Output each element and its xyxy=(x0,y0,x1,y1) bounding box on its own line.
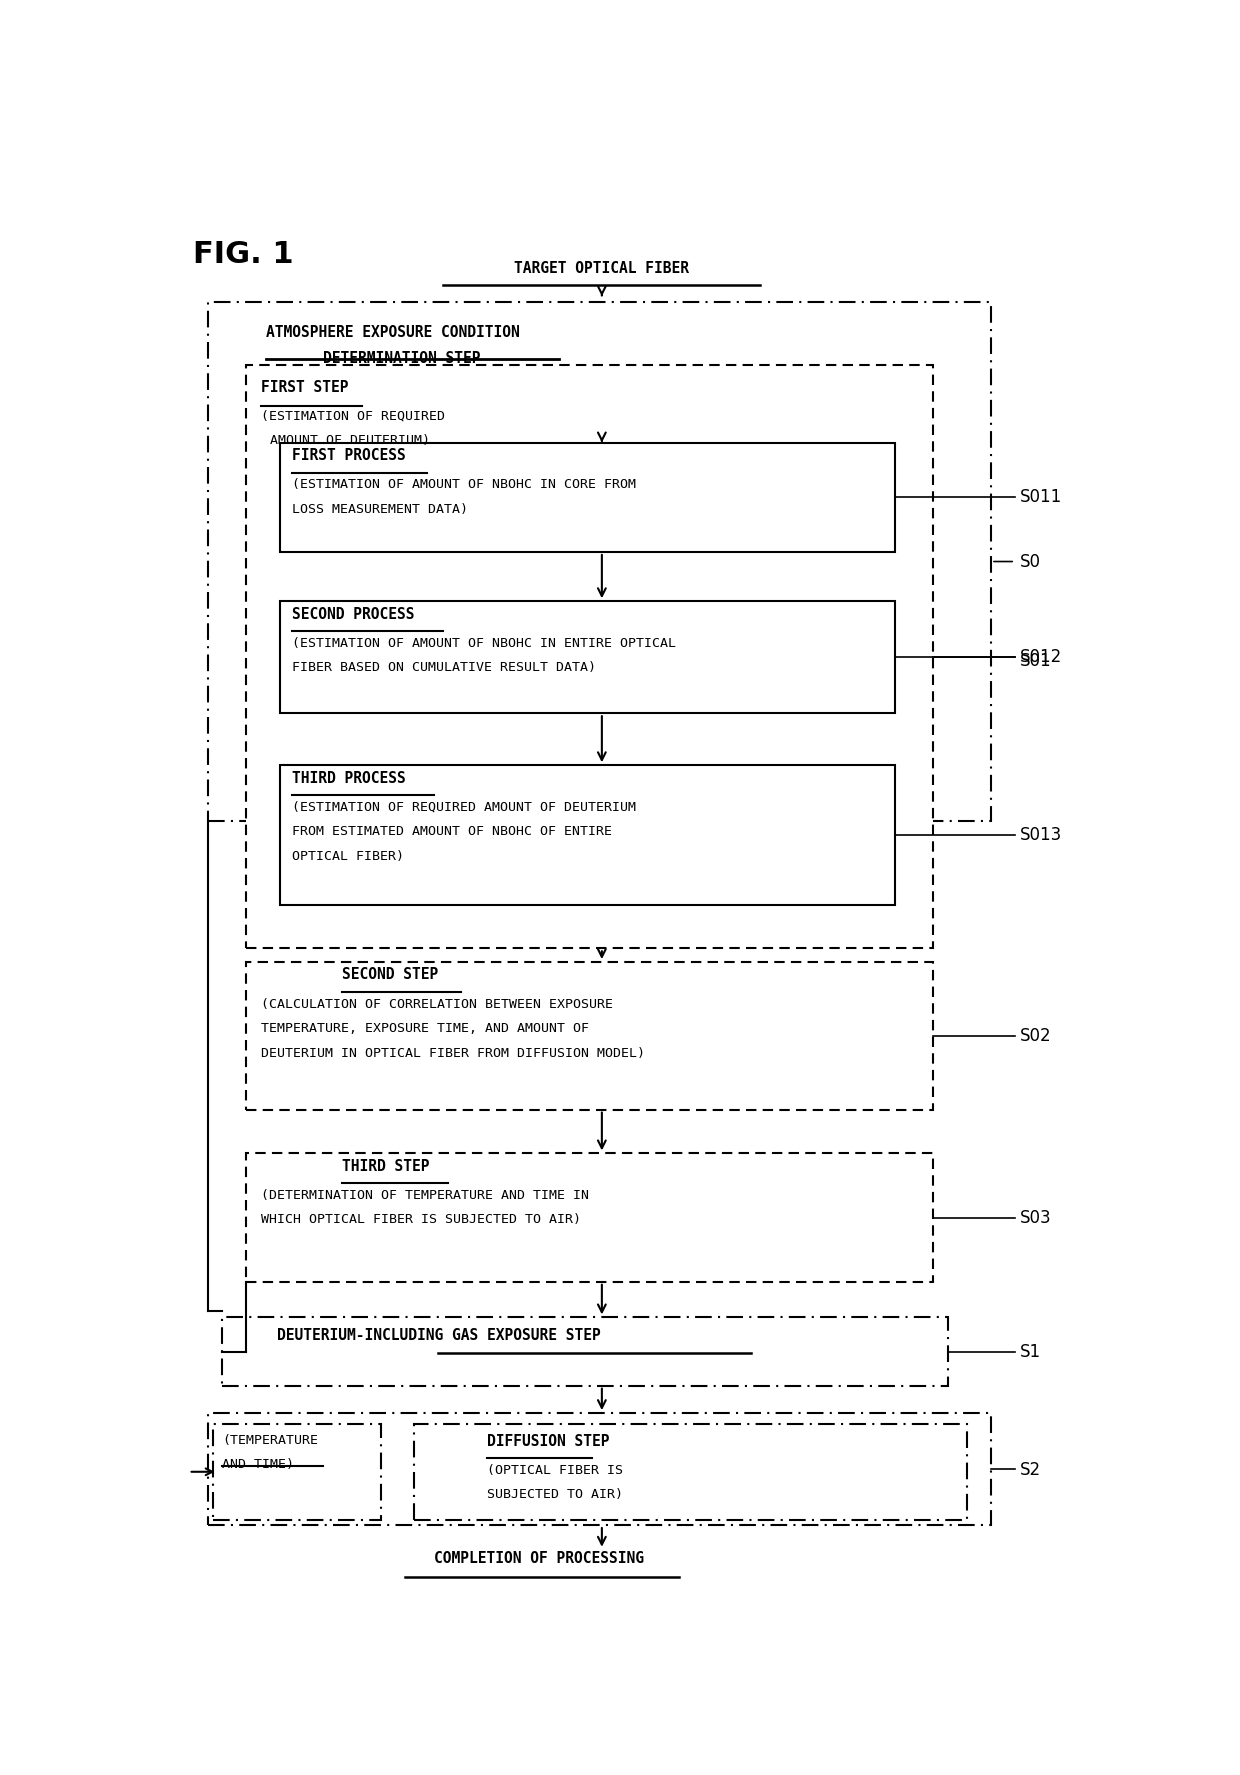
Bar xyxy=(208,1413,991,1525)
Text: (ESTIMATION OF AMOUNT OF NBOHC IN ENTIRE OPTICAL: (ESTIMATION OF AMOUNT OF NBOHC IN ENTIRE… xyxy=(293,637,677,650)
Text: ATMOSPHERE EXPOSURE CONDITION: ATMOSPHERE EXPOSURE CONDITION xyxy=(265,325,520,341)
Text: SECOND STEP: SECOND STEP xyxy=(342,967,439,982)
Text: S1: S1 xyxy=(1019,1342,1042,1360)
Text: (OPTICAL FIBER IS: (OPTICAL FIBER IS xyxy=(486,1464,622,1477)
Bar xyxy=(247,962,934,1109)
Text: COMPLETION OF PROCESSING: COMPLETION OF PROCESSING xyxy=(434,1551,645,1566)
Text: TARGET OPTICAL FIBER: TARGET OPTICAL FIBER xyxy=(515,261,689,275)
Bar xyxy=(280,442,895,552)
Text: S013: S013 xyxy=(1019,825,1063,843)
Text: DIFFUSION STEP: DIFFUSION STEP xyxy=(486,1434,609,1448)
Text: SUBJECTED TO AIR): SUBJECTED TO AIR) xyxy=(486,1487,622,1502)
Text: TEMPERATURE, EXPOSURE TIME, AND AMOUNT OF: TEMPERATURE, EXPOSURE TIME, AND AMOUNT O… xyxy=(260,1022,589,1035)
Text: (ESTIMATION OF REQUIRED AMOUNT OF DEUTERIUM: (ESTIMATION OF REQUIRED AMOUNT OF DEUTER… xyxy=(293,801,636,813)
Text: (CALCULATION OF CORRELATION BETWEEN EXPOSURE: (CALCULATION OF CORRELATION BETWEEN EXPO… xyxy=(260,998,613,1010)
Bar xyxy=(247,364,934,948)
Text: S0: S0 xyxy=(1019,552,1040,570)
Text: S012: S012 xyxy=(1019,648,1063,666)
Text: FIRST PROCESS: FIRST PROCESS xyxy=(293,447,407,463)
Text: FIG. 1: FIG. 1 xyxy=(193,240,294,270)
Text: THIRD PROCESS: THIRD PROCESS xyxy=(293,770,407,786)
Text: OPTICAL FIBER): OPTICAL FIBER) xyxy=(293,850,404,863)
Bar xyxy=(247,1154,934,1282)
Bar xyxy=(414,1424,967,1519)
Text: DEUTERIUM-INCLUDING GAS EXPOSURE STEP: DEUTERIUM-INCLUDING GAS EXPOSURE STEP xyxy=(277,1328,600,1344)
Text: AND TIME): AND TIME) xyxy=(222,1457,294,1471)
Text: THIRD STEP: THIRD STEP xyxy=(342,1159,430,1173)
Bar xyxy=(213,1424,381,1519)
Text: WHICH OPTICAL FIBER IS SUBJECTED TO AIR): WHICH OPTICAL FIBER IS SUBJECTED TO AIR) xyxy=(260,1214,580,1227)
Text: DETERMINATION STEP: DETERMINATION STEP xyxy=(324,351,481,366)
Text: AMOUNT OF DEUTERIUM): AMOUNT OF DEUTERIUM) xyxy=(270,435,430,447)
Text: S01: S01 xyxy=(1019,651,1052,671)
Bar xyxy=(208,302,991,822)
Bar xyxy=(280,765,895,905)
Text: FIBER BASED ON CUMULATIVE RESULT DATA): FIBER BASED ON CUMULATIVE RESULT DATA) xyxy=(293,662,596,674)
Text: (DETERMINATION OF TEMPERATURE AND TIME IN: (DETERMINATION OF TEMPERATURE AND TIME I… xyxy=(260,1189,589,1202)
Text: DEUTERIUM IN OPTICAL FIBER FROM DIFFUSION MODEL): DEUTERIUM IN OPTICAL FIBER FROM DIFFUSIO… xyxy=(260,1047,645,1060)
Text: SECOND PROCESS: SECOND PROCESS xyxy=(293,607,415,621)
Bar xyxy=(222,1317,947,1386)
Text: FIRST STEP: FIRST STEP xyxy=(260,380,348,394)
Text: (ESTIMATION OF REQUIRED: (ESTIMATION OF REQUIRED xyxy=(260,410,445,422)
Text: S011: S011 xyxy=(1019,488,1063,506)
Text: (ESTIMATION OF AMOUNT OF NBOHC IN CORE FROM: (ESTIMATION OF AMOUNT OF NBOHC IN CORE F… xyxy=(293,477,636,492)
Text: S2: S2 xyxy=(1019,1461,1042,1479)
Text: S02: S02 xyxy=(1019,1026,1052,1045)
Bar xyxy=(280,602,895,714)
Text: FROM ESTIMATED AMOUNT OF NBOHC OF ENTIRE: FROM ESTIMATED AMOUNT OF NBOHC OF ENTIRE xyxy=(293,825,613,838)
Text: S03: S03 xyxy=(1019,1209,1052,1227)
Text: (TEMPERATURE: (TEMPERATURE xyxy=(222,1434,319,1447)
Text: LOSS MEASUREMENT DATA): LOSS MEASUREMENT DATA) xyxy=(293,502,469,517)
